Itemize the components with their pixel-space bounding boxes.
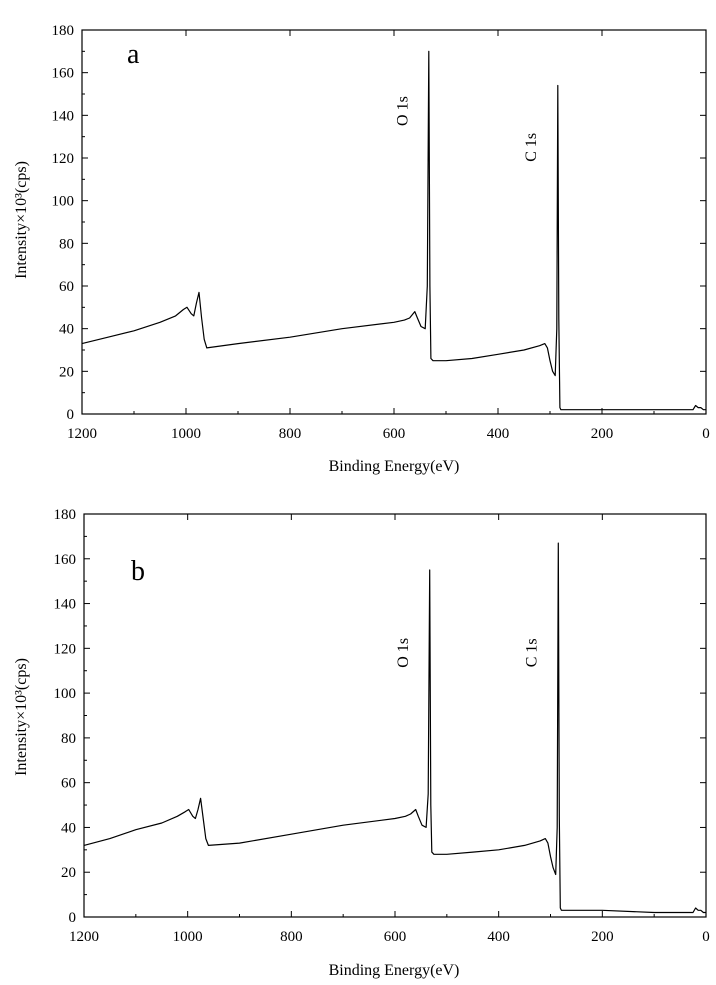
panel-label: a [127,39,140,70]
x-tick-label: 1000 [173,929,203,945]
plot-frame [82,30,706,414]
x-tick-label: 400 [487,929,510,945]
panel-a-chart: a Binding Energy(eV) Intensity×10³(cps) … [13,23,710,475]
x-tick-label: 1200 [67,426,97,442]
y-tick-label: 100 [54,686,77,702]
x-tick-label: 600 [384,929,407,945]
panel-b-chart: b Binding Energy(eV) Intensity×10³(cps) … [13,507,710,979]
peak-label: O 1s [395,638,412,668]
x-axis-title: Binding Energy(eV) [329,458,460,475]
y-axis-title: Intensity×10³(cps) [13,161,30,279]
y-tick-label: 120 [54,641,77,657]
y-tick-label: 140 [52,108,75,124]
y-axis-title: Intensity×10³(cps) [13,658,30,776]
x-tick-label: 200 [591,426,614,442]
x-tick-label: 800 [279,426,302,442]
peak-label: C 1s [523,638,540,667]
x-tick-label: 0 [702,929,710,945]
y-tick-label: 180 [52,23,75,39]
x-tick-label: 0 [702,426,710,442]
y-tick-label: 40 [61,820,76,836]
y-tick-label: 40 [59,322,74,338]
y-tick-label: 140 [54,597,77,613]
x-tick-label: 600 [383,426,406,442]
y-tick-label: 160 [52,66,75,82]
x-tick-label: 400 [487,426,510,442]
y-tick-label: 80 [59,236,74,252]
x-tick-label: 1000 [171,426,201,442]
y-tick-label: 100 [52,194,75,210]
y-tick-label: 120 [52,151,75,167]
x-tick-label: 200 [591,929,614,945]
y-tick-label: 180 [54,507,77,523]
y-tick-label: 0 [69,910,77,926]
x-tick-label: 800 [280,929,303,945]
x-axis-title: Binding Energy(eV) [329,962,460,979]
x-tick-label: 1200 [69,929,99,945]
y-tick-label: 0 [67,407,75,423]
peak-label: C 1s [523,133,540,162]
y-tick-label: 80 [61,731,76,747]
plot-frame [84,514,706,917]
y-tick-label: 160 [54,552,77,568]
y-tick-label: 60 [61,776,76,792]
y-tick-label: 20 [61,865,76,881]
y-tick-label: 20 [59,364,74,380]
spectrum-line [84,543,706,912]
peak-label: O 1s [394,96,411,126]
panel-label: b [131,556,145,587]
y-tick-label: 60 [59,279,74,295]
